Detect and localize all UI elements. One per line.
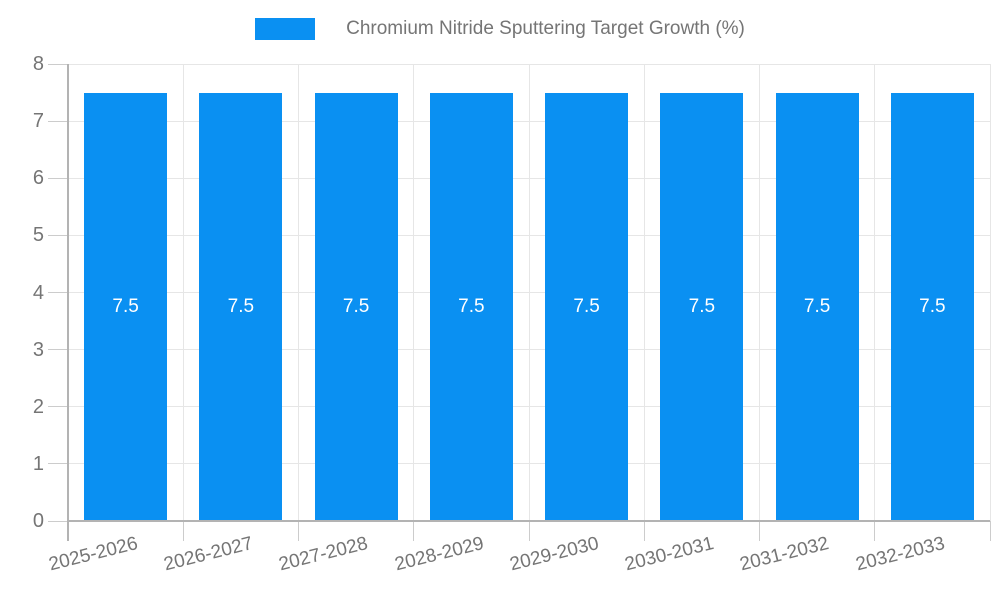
bar: 7.5 bbox=[775, 92, 859, 521]
x-gridline bbox=[528, 64, 530, 521]
x-axis-tick bbox=[643, 521, 645, 541]
y-tick-label: 5 bbox=[32, 224, 44, 247]
bar: 7.5 bbox=[314, 92, 398, 521]
x-tick-label: 2031-2032 bbox=[737, 533, 832, 576]
x-gridline bbox=[298, 64, 299, 521]
y-tick-label: 0 bbox=[32, 510, 44, 532]
bar-value-label: 7.5 bbox=[342, 295, 370, 317]
x-gridline bbox=[874, 64, 876, 521]
y-tick-label: 8 bbox=[32, 53, 44, 75]
y-tick-label: 3 bbox=[32, 338, 44, 361]
x-tick-label: 2030-2031 bbox=[622, 533, 716, 576]
y-axis-tick bbox=[48, 349, 68, 351]
x-axis-tick bbox=[298, 521, 299, 541]
x-gridline bbox=[643, 64, 645, 521]
x-axis-line bbox=[68, 520, 990, 522]
x-axis-tick bbox=[182, 521, 184, 541]
y-tick-label: 7 bbox=[32, 110, 44, 133]
x-tick-label: 2027-2028 bbox=[276, 533, 371, 576]
bar-value-label: 7.5 bbox=[919, 295, 946, 317]
x-tick-label: 2025-2026 bbox=[46, 533, 140, 576]
y-axis-tick bbox=[48, 463, 68, 465]
x-gridline bbox=[759, 64, 760, 521]
bar-value-label: 7.5 bbox=[112, 295, 139, 317]
bar: 7.5 bbox=[660, 92, 744, 521]
y-tick-label: 4 bbox=[32, 281, 44, 304]
bar: 7.5 bbox=[429, 92, 513, 521]
bar: 7.5 bbox=[545, 92, 629, 521]
y-axis-line bbox=[67, 64, 69, 541]
bar: 7.5 bbox=[890, 92, 974, 521]
x-tick-label: 2026-2027 bbox=[161, 533, 255, 576]
y-axis-tick bbox=[48, 63, 68, 65]
y-axis-tick bbox=[48, 406, 68, 408]
x-gridline bbox=[413, 64, 415, 521]
x-tick-label: 2032-2033 bbox=[853, 533, 947, 576]
bar-value-label: 7.5 bbox=[227, 295, 255, 317]
y-axis-tick bbox=[48, 120, 68, 122]
bar-value-label: 7.5 bbox=[573, 295, 600, 317]
legend: Chromium Nitride Sputtering Target Growt… bbox=[0, 18, 1000, 40]
x-tick-label: 2028-2029 bbox=[392, 533, 486, 576]
y-axis-tick bbox=[48, 177, 68, 179]
bar: 7.5 bbox=[199, 92, 283, 521]
y-axis-tick bbox=[48, 520, 68, 522]
bar-value-label: 7.5 bbox=[458, 295, 485, 317]
x-axis-tick bbox=[989, 521, 991, 541]
bar-value-label: 7.5 bbox=[688, 295, 716, 317]
bar-value-label: 7.5 bbox=[803, 295, 831, 317]
y-tick-label: 2 bbox=[32, 395, 44, 418]
legend-swatch[interactable] bbox=[255, 18, 316, 40]
x-tick-label: 2029-2030 bbox=[507, 533, 601, 576]
x-axis-tick bbox=[874, 521, 876, 541]
x-axis-tick bbox=[528, 521, 530, 541]
bar: 7.5 bbox=[84, 92, 168, 521]
y-tick-label: 1 bbox=[32, 452, 44, 475]
y-tick-label: 6 bbox=[32, 167, 44, 190]
x-gridline bbox=[989, 64, 991, 521]
legend-label[interactable]: Chromium Nitride Sputtering Target Growt… bbox=[346, 18, 745, 39]
x-axis-tick bbox=[759, 521, 760, 541]
x-gridline bbox=[182, 64, 184, 521]
x-axis-tick bbox=[413, 521, 415, 541]
y-axis-tick bbox=[48, 292, 68, 293]
y-axis-tick bbox=[48, 234, 68, 236]
